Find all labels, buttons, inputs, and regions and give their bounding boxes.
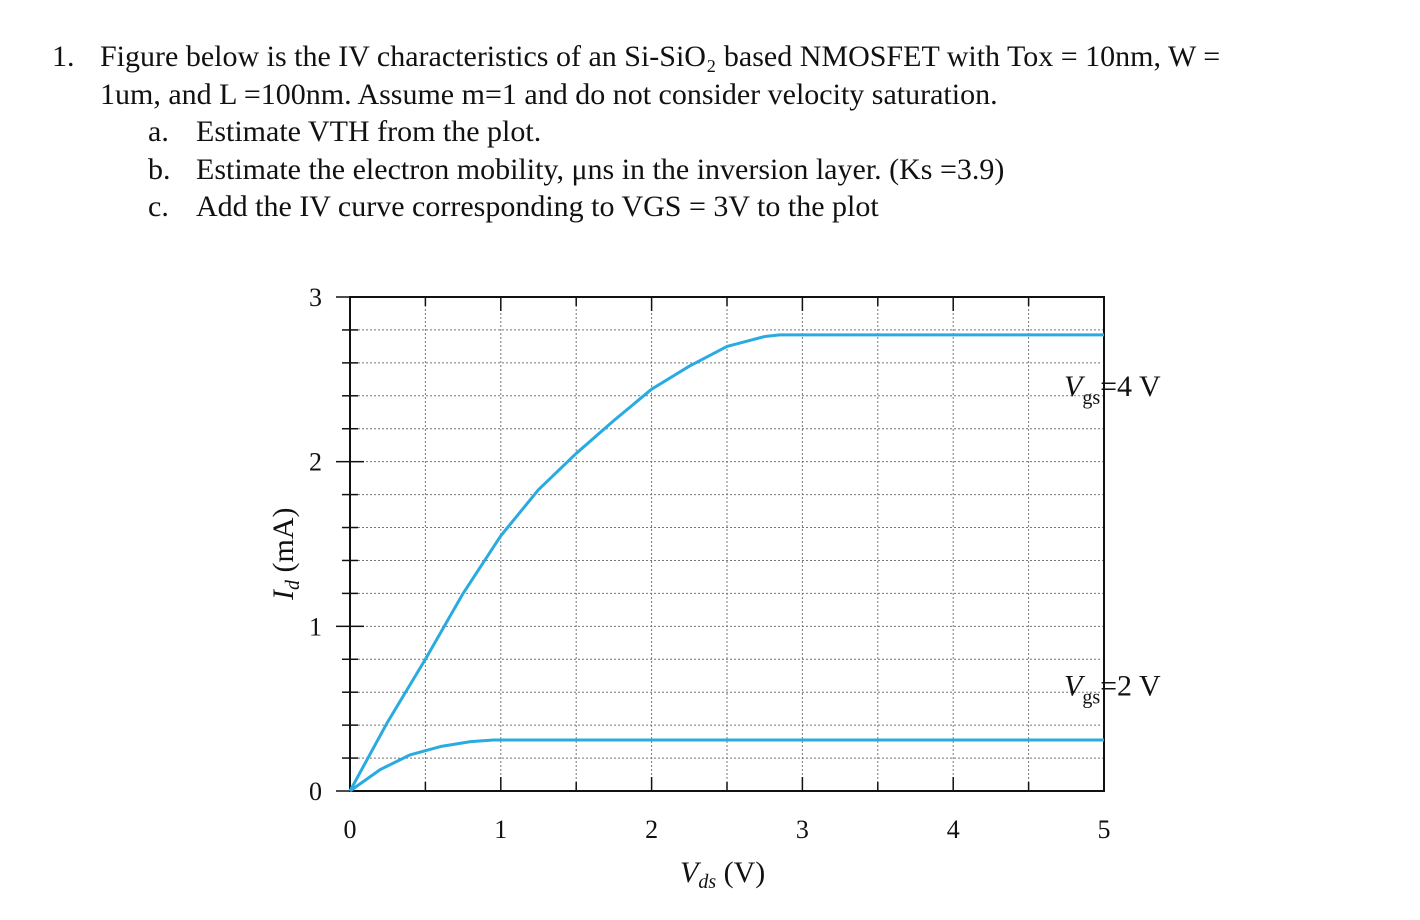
problem-number: 1. — [52, 40, 75, 73]
chart-curves — [348, 333, 1104, 793]
part-a-text: Estimate VTH from the plot. — [196, 115, 542, 148]
x-tick-label: 1 — [494, 815, 507, 844]
series-label-sub: gs — [1082, 387, 1100, 409]
y-tick-label: 2 — [309, 448, 322, 477]
y-axis-label-sub: d — [282, 579, 304, 590]
problem-statement: 1. Figure below is the IV characteristic… — [52, 38, 1392, 113]
series-label-rest: =4 V — [1100, 370, 1161, 403]
part-a: a. Estimate VTH from the plot. — [52, 113, 1392, 151]
x-axis-label: Vds (V) — [680, 856, 765, 893]
part-c-text: Add the IV curve corresponding to VGS = … — [196, 190, 879, 223]
series-label-sub: gs — [1082, 686, 1100, 708]
y-tick-label: 0 — [309, 777, 322, 806]
series-label-main: V — [1064, 370, 1086, 403]
y-tick-label: 1 — [309, 612, 322, 641]
part-b-text: Estimate the electron mobility, μns in t… — [196, 152, 1005, 186]
y-axis-label-main: I — [267, 588, 300, 601]
x-tick-label: 5 — [1098, 815, 1111, 844]
part-b: b. Estimate the electron mobility, μns i… — [52, 151, 1392, 189]
series-label-main: V — [1064, 669, 1086, 702]
problem-text: 1. Figure below is the IV characteristic… — [52, 38, 1392, 226]
iv-curve-0 — [348, 333, 1104, 792]
y-axis-label: Id (mA) — [267, 508, 304, 601]
x-tick-label: 3 — [796, 815, 809, 844]
plot-frame — [349, 296, 1105, 792]
y-tick-label: 3 — [309, 283, 322, 312]
series-label-0: Vgs=4 V — [1064, 370, 1161, 409]
part-c: c. Add the IV curve corresponding to VGS… — [52, 188, 1392, 226]
part-b-label: b. — [148, 152, 171, 186]
y-axis-label-unit: (mA) — [267, 508, 300, 580]
x-tick-label: 4 — [947, 815, 960, 844]
iv-curve-1 — [349, 738, 1104, 793]
series-label-1: Vgs=2 V — [1064, 669, 1161, 708]
x-axis-label-sub: ds — [698, 871, 716, 893]
part-c-label: c. — [148, 190, 169, 223]
chart-grid — [350, 297, 1104, 791]
part-a-label: a. — [148, 115, 169, 148]
statement-line-2: 1um, and L =100nm. Assume m=1 and do not… — [100, 77, 998, 111]
chart-ticks — [336, 296, 1106, 792]
x-axis-label-main: V — [680, 856, 702, 889]
x-tick-label: 2 — [645, 815, 658, 844]
series-label-rest: =2 V — [1100, 669, 1161, 702]
x-tick-label: 0 — [344, 815, 357, 844]
statement-line-1: Figure below is the IV characteristics o… — [100, 40, 1221, 73]
chart-tick-labels: 0 1 2 3 4 5 0 1 2 3 — [309, 283, 1111, 844]
x-axis-label-unit: (V) — [716, 856, 765, 889]
